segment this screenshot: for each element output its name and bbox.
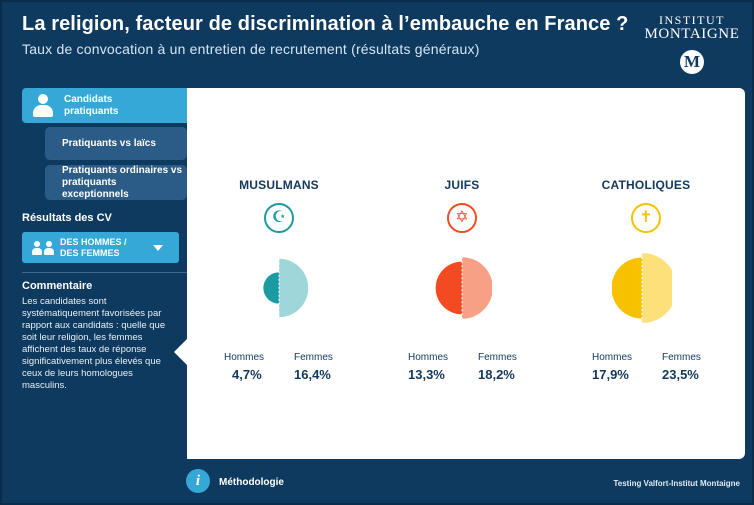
chevron-down-icon <box>153 245 163 251</box>
women-value: 18,2% <box>478 367 515 382</box>
men-value: 4,7% <box>232 367 262 382</box>
methodology-link[interactable]: Méthodologie <box>219 477 284 488</box>
women-value: 23,5% <box>662 367 699 382</box>
women-label: Femmes <box>478 352 517 363</box>
women-label: Femmes <box>294 352 333 363</box>
pie-catholics <box>612 253 672 323</box>
person-icon <box>32 93 54 118</box>
divider <box>22 272 187 273</box>
religion-jews: JUIFS ✡ <box>397 178 527 233</box>
nav-item-label: Pratiquants ordinaires vs pratiquants ex… <box>62 164 183 200</box>
stat-women-muslims: Femmes 16,4% <box>294 352 333 382</box>
religion-muslims: MUSULMANS ☪ <box>214 178 344 233</box>
stat-women-jews: Femmes 18,2% <box>478 352 517 382</box>
cross-icon: ✝ <box>631 203 661 233</box>
pie-half-women <box>462 257 492 319</box>
pie-muslims <box>263 258 309 318</box>
pie-half-women <box>642 253 672 323</box>
comment-text: Les candidates sont systématiquement fav… <box>22 296 166 391</box>
nav-item-ordinary-vs-exceptional[interactable]: Pratiquants ordinaires vs pratiquants ex… <box>45 165 187 200</box>
page-subtitle: Taux de convocation à un entretien de re… <box>22 41 480 57</box>
logo-badge: M <box>680 50 704 75</box>
stat-men-muslims: Hommes 4,7% <box>224 352 264 382</box>
nav-item-label: Pratiquants vs laïcs <box>62 137 156 149</box>
people-icon <box>32 240 54 255</box>
religion-name: MUSULMANS <box>239 178 319 192</box>
men-label: Hommes <box>408 352 449 363</box>
pie-half-men <box>435 261 462 315</box>
nav-item-practising-candidates[interactable]: Candidats pratiquants <box>22 88 204 123</box>
men-label: Hommes <box>592 352 633 363</box>
pie-half-men <box>263 272 279 304</box>
cv-results-title: Résultats des CV <box>22 212 112 224</box>
institut-montaigne-logo: INSTITUT MONTAIGNE M <box>640 13 744 75</box>
info-icon[interactable]: i <box>186 469 210 493</box>
stat-women-catholics: Femmes 23,5% <box>662 352 701 382</box>
pie-half-women <box>279 258 309 318</box>
chart-panel: MUSULMANS ☪ Hommes 4,7% Femmes 16,4% JUI… <box>174 88 745 459</box>
stat-men-catholics: Hommes 17,9% <box>592 352 632 382</box>
religion-catholics: CATHOLIQUES ✝ <box>581 178 711 233</box>
religion-name: CATHOLIQUES <box>601 178 691 192</box>
logo-line-2: MONTAIGNE <box>644 25 740 42</box>
men-label: Hommes <box>224 352 265 363</box>
crescent-icon: ☪ <box>264 203 294 233</box>
women-value: 16,4% <box>294 367 331 382</box>
men-value: 13,3% <box>408 367 445 382</box>
nav-item-practising-vs-secular[interactable]: Pratiquants vs laïcs <box>45 127 187 160</box>
gender-select[interactable]: DES HOMMES / DES FEMMES <box>22 232 179 263</box>
page-title: La religion, facteur de discrimination à… <box>22 13 629 35</box>
religion-name: JUIFS <box>444 178 480 192</box>
gender-select-value: DES HOMMES / DES FEMMES <box>60 236 127 258</box>
women-label: Femmes <box>662 352 701 363</box>
source-credit: Testing Valfort-Institut Montaigne <box>613 479 740 488</box>
comment-title: Commentaire <box>22 280 93 292</box>
stat-men-jews: Hommes 13,3% <box>408 352 448 382</box>
pie-half-men <box>612 257 642 319</box>
nav-item-label: Candidats pratiquants <box>64 93 119 117</box>
men-value: 17,9% <box>592 367 629 382</box>
star-of-david-icon: ✡ <box>447 203 477 233</box>
logo-line-1: INSTITUT <box>659 13 725 27</box>
pie-jews <box>435 257 492 319</box>
